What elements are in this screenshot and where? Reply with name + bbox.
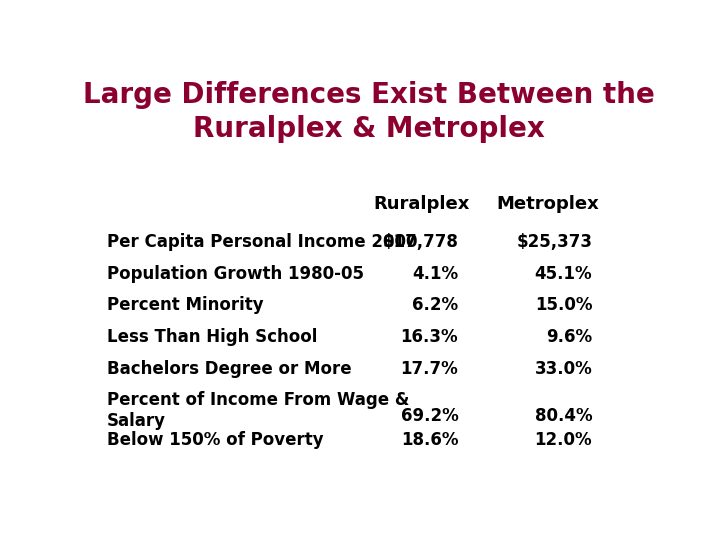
Text: 80.4%: 80.4% <box>534 407 593 425</box>
Text: Large Differences Exist Between the
Ruralplex & Metroplex: Large Differences Exist Between the Rura… <box>83 82 655 143</box>
Text: 17.7%: 17.7% <box>400 360 459 377</box>
Text: Per Capita Personal Income 2000: Per Capita Personal Income 2000 <box>107 233 418 251</box>
Text: 45.1%: 45.1% <box>534 265 593 283</box>
Text: Below 150% of Poverty: Below 150% of Poverty <box>107 431 323 449</box>
Text: Percent Minority: Percent Minority <box>107 296 264 314</box>
Text: 12.0%: 12.0% <box>534 431 593 449</box>
Text: 9.6%: 9.6% <box>546 328 593 346</box>
Text: 18.6%: 18.6% <box>401 431 459 449</box>
Text: Metroplex: Metroplex <box>496 195 599 213</box>
Text: $17,778: $17,778 <box>382 233 459 251</box>
Text: Ruralplex: Ruralplex <box>374 195 470 213</box>
Text: 16.3%: 16.3% <box>400 328 459 346</box>
Text: 15.0%: 15.0% <box>535 296 593 314</box>
Text: 6.2%: 6.2% <box>412 296 459 314</box>
Text: Percent of Income From Wage &
Salary: Percent of Income From Wage & Salary <box>107 391 409 430</box>
Text: 69.2%: 69.2% <box>400 407 459 425</box>
Text: Less Than High School: Less Than High School <box>107 328 317 346</box>
Text: $25,373: $25,373 <box>516 233 593 251</box>
Text: Population Growth 1980-05: Population Growth 1980-05 <box>107 265 364 283</box>
Text: 4.1%: 4.1% <box>412 265 459 283</box>
Text: Bachelors Degree or More: Bachelors Degree or More <box>107 360 351 377</box>
Text: 33.0%: 33.0% <box>534 360 593 377</box>
